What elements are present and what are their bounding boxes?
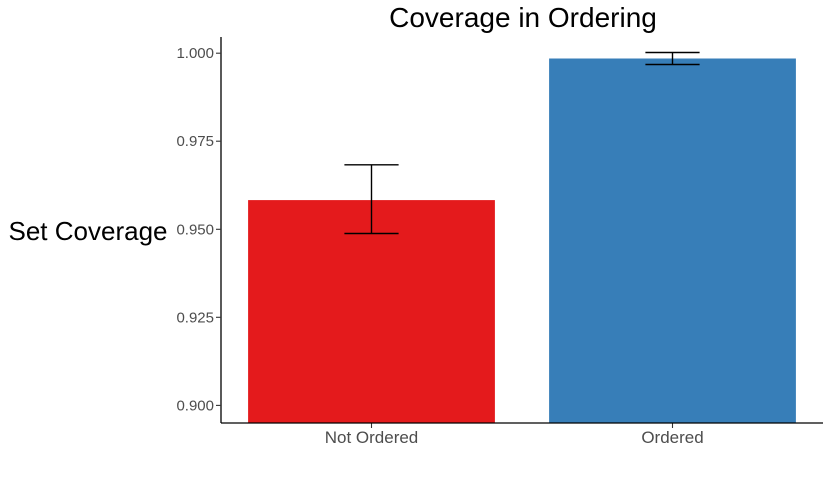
x-tick-label: Not Ordered [325, 428, 419, 447]
y-tick-label: 0.925 [176, 309, 214, 326]
chart-title: Coverage in Ordering [389, 2, 657, 33]
bars-layer [248, 58, 796, 423]
error-bar-not-ordered [344, 164, 399, 235]
x-axis: Not Ordered Ordered [221, 422, 823, 447]
bar-not-ordered [248, 200, 495, 423]
error-bar-ordered [645, 51, 700, 66]
bar-ordered [549, 58, 796, 423]
y-tick-label: 0.975 [176, 133, 214, 150]
y-axis: 0.900 0.925 0.950 0.975 1.000 [176, 37, 222, 423]
y-tick-label: 1.000 [176, 45, 214, 62]
y-axis-label: Set Coverage [9, 216, 168, 246]
x-tick-label: Ordered [641, 428, 703, 447]
y-tick-label: 0.900 [176, 397, 214, 414]
y-tick-label: 0.950 [176, 221, 214, 238]
error-bars-layer [344, 51, 700, 235]
